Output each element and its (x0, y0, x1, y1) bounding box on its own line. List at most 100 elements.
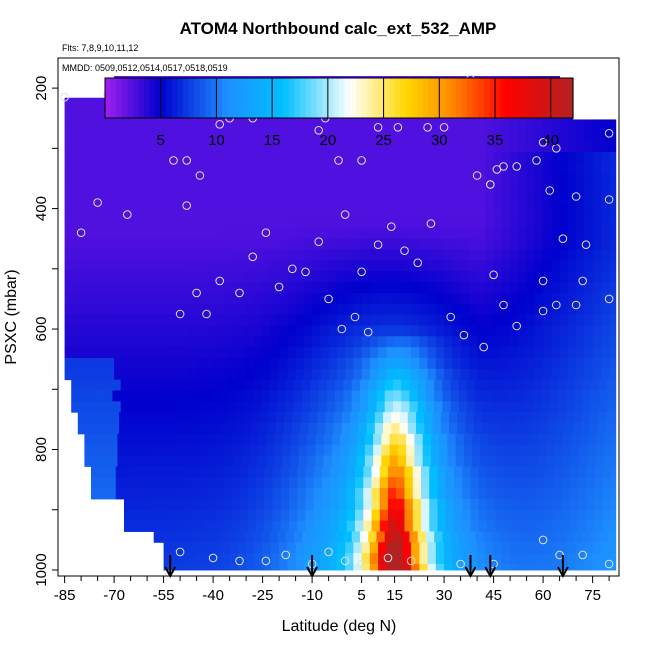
field-cell (559, 542, 569, 554)
field-cell (401, 531, 410, 543)
field-cell (503, 498, 513, 511)
field-cell (188, 227, 198, 240)
field-cell (64, 141, 74, 153)
field-cell (510, 325, 519, 337)
field-cell (246, 563, 255, 571)
field-cell (518, 542, 528, 554)
field-cell (265, 444, 275, 457)
field-cell (312, 119, 321, 131)
field-cell (155, 336, 165, 348)
field-cell (452, 141, 462, 153)
field-cell (132, 520, 141, 532)
sample-point (486, 180, 495, 189)
field-cell (345, 271, 354, 283)
field-cell (511, 466, 521, 478)
sample-point (446, 312, 456, 322)
field-cell (262, 368, 272, 381)
field-cell (553, 466, 562, 478)
field-cell (460, 368, 470, 381)
field-cell (231, 520, 240, 532)
field-cell (505, 455, 514, 467)
field-cell (584, 227, 594, 240)
field-cell (501, 347, 511, 359)
field-cell (163, 282, 173, 294)
field-cell (501, 151, 511, 164)
field-cell (544, 466, 554, 478)
field-cell (452, 563, 462, 571)
field-cell (584, 542, 594, 554)
field-cell (190, 509, 199, 522)
field-cell (363, 466, 372, 478)
field-cell (452, 260, 462, 272)
field-cell (247, 488, 257, 500)
field-cell (138, 195, 148, 207)
field-cell (483, 390, 493, 402)
field-cell (470, 477, 480, 489)
field-cell (340, 455, 349, 467)
field-cell (260, 390, 270, 402)
flight-arrow-head (484, 566, 497, 579)
field-cell (345, 130, 354, 142)
field-cell (97, 97, 107, 110)
field-cell (386, 336, 396, 348)
field-cell (468, 238, 478, 251)
field-cell (287, 357, 297, 370)
field-cell (495, 509, 504, 522)
field-cell (313, 520, 323, 532)
field-cell (411, 206, 420, 218)
field-cell (181, 520, 191, 532)
field-cell (493, 119, 503, 131)
field-cell (336, 217, 346, 229)
field-cell (196, 563, 206, 571)
field-cell (270, 162, 280, 175)
field-cell (161, 531, 171, 543)
field-cell (463, 455, 473, 467)
field-cell (119, 423, 128, 435)
field-cell (569, 488, 579, 500)
field-cell (138, 184, 148, 196)
field-cell (511, 520, 521, 532)
field-cell (147, 173, 156, 185)
field-cell (244, 531, 254, 543)
field-cell (180, 260, 189, 272)
field-cell (409, 390, 419, 402)
field-cell (460, 553, 470, 565)
field-cell (287, 336, 297, 348)
field-cell (369, 119, 379, 131)
field-cell (378, 553, 387, 565)
field-cell (270, 249, 280, 261)
field-cell (543, 542, 552, 554)
field-cell (544, 477, 554, 489)
field-cell (534, 314, 544, 326)
field-cell (394, 141, 404, 153)
field-cell (147, 151, 156, 164)
field-cell (388, 477, 397, 489)
field-cell (559, 119, 569, 131)
field-cell (237, 119, 247, 131)
field-cell (89, 260, 99, 272)
field-cell (510, 282, 519, 294)
field-cell (322, 466, 331, 478)
field-cell (64, 151, 74, 164)
field-cell (590, 379, 600, 391)
field-cell (138, 357, 148, 370)
field-cell (554, 444, 564, 457)
field-cell (180, 217, 189, 229)
field-cell (595, 444, 605, 457)
field-cell (388, 509, 397, 522)
field-cell (566, 401, 575, 413)
field-cell (592, 238, 602, 251)
field-cell (394, 238, 404, 251)
field-cell (336, 227, 346, 240)
field-cell (320, 336, 330, 348)
field-cell (394, 336, 404, 348)
field-cell (383, 412, 392, 424)
field-cell (336, 195, 346, 207)
field-cell (559, 151, 569, 164)
field-cell (369, 184, 379, 196)
field-cell (130, 347, 140, 359)
field-cell (237, 162, 247, 175)
field-cell (534, 325, 544, 337)
field-cell (105, 238, 115, 251)
field-cell (386, 119, 396, 131)
